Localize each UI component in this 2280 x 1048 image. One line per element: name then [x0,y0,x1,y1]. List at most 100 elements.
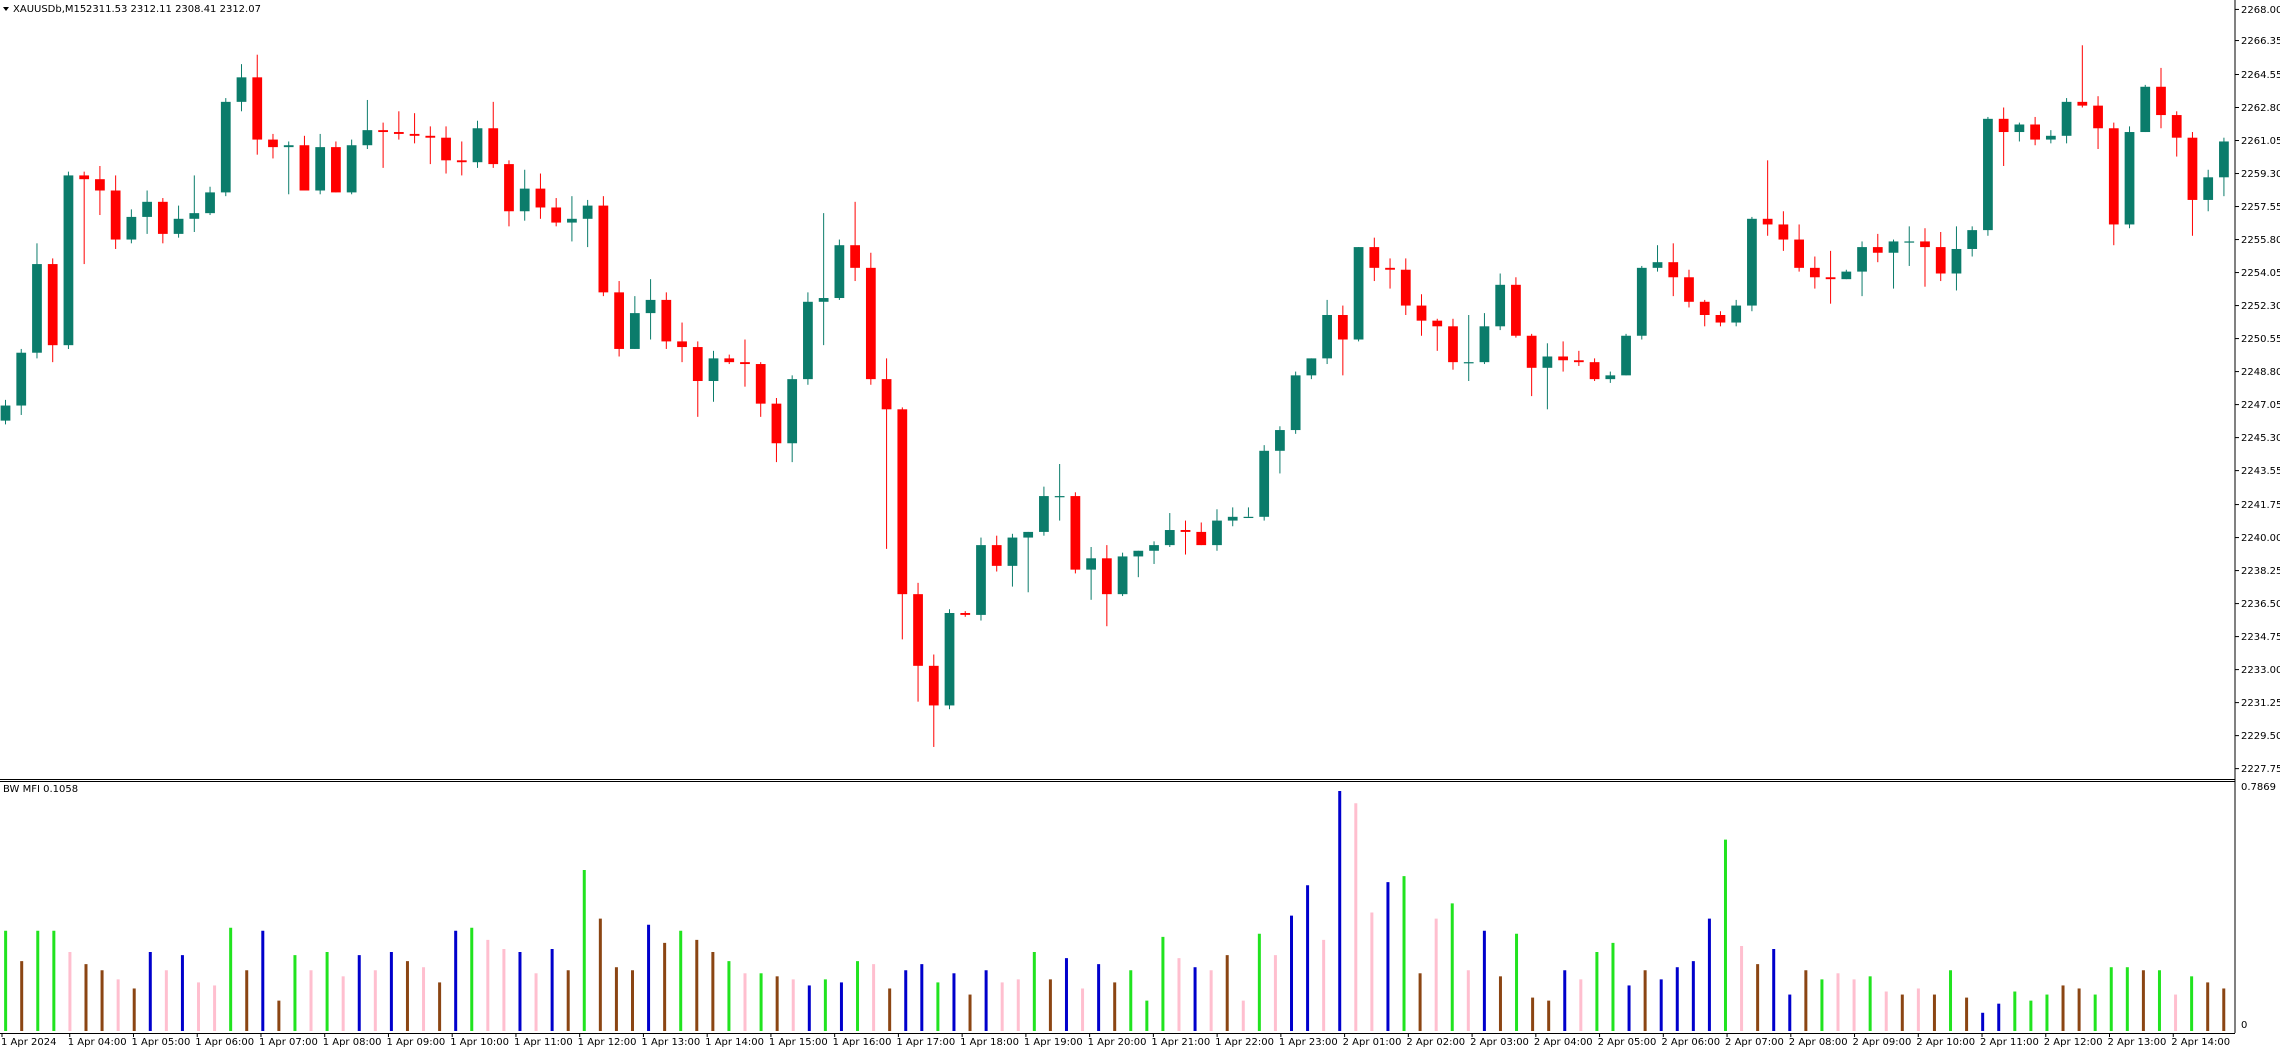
candle[interactable] [692,341,703,417]
candle[interactable] [1825,250,1836,304]
candle[interactable] [897,407,908,640]
candle[interactable] [850,201,860,282]
candle[interactable] [2014,122,2025,142]
candle[interactable] [1101,545,1112,627]
candle[interactable] [629,296,640,349]
price-chart-panel[interactable] [0,45,2229,747]
candle[interactable] [488,101,499,168]
candle[interactable] [1086,546,1096,600]
candle[interactable] [1369,237,1380,282]
candle[interactable] [2219,137,2229,197]
candle[interactable] [1180,520,1191,555]
candle[interactable] [614,281,624,357]
candle[interactable] [1353,247,1364,342]
candle[interactable] [1841,269,1852,280]
candle[interactable] [2108,122,2119,246]
candle[interactable] [2187,132,2198,236]
candle[interactable] [1463,314,1474,382]
candle[interactable] [865,252,876,385]
candle[interactable] [205,186,215,216]
candle[interactable] [378,122,388,168]
candle[interactable] [582,199,593,248]
candle[interactable] [1794,224,1804,272]
candle[interactable] [315,133,326,195]
candle[interactable] [1762,160,1773,236]
candle[interactable] [1998,107,2009,166]
candle[interactable] [1149,541,1159,564]
candle[interactable] [1621,333,1631,376]
candle[interactable] [1306,358,1317,380]
candle[interactable] [755,362,766,417]
candle[interactable] [1164,513,1175,547]
candle[interactable] [661,292,672,349]
candle[interactable] [63,171,74,349]
candle[interactable] [1636,265,1647,340]
candle[interactable] [960,611,971,617]
candle[interactable] [1054,464,1065,521]
candle[interactable] [2045,130,2056,144]
candle[interactable] [1511,277,1521,338]
candle[interactable] [928,654,939,747]
candle[interactable] [1023,531,1034,593]
candle[interactable] [803,292,813,385]
candle[interactable] [991,535,1002,572]
candle[interactable] [1039,486,1049,536]
candle[interactable] [220,98,231,197]
candle[interactable] [142,190,152,234]
candle[interactable] [16,348,27,415]
candle[interactable] [0,399,11,425]
candle[interactable] [1526,333,1537,397]
candle[interactable] [173,205,184,238]
candle[interactable] [1558,341,1568,372]
candle[interactable] [976,537,986,621]
candle[interactable] [1747,216,1757,312]
candle[interactable] [1857,241,1867,297]
candle[interactable] [32,243,42,359]
candle[interactable] [1212,509,1222,551]
candle[interactable] [2171,111,2182,157]
candle[interactable] [2203,169,2214,212]
candle[interactable] [1573,350,1584,366]
candle[interactable] [1416,294,1427,336]
candle[interactable] [519,169,530,221]
candle[interactable] [1605,371,1616,383]
candle[interactable] [834,239,845,300]
candle[interactable] [1589,358,1600,382]
candle[interactable] [2140,84,2151,133]
candle[interactable] [1888,239,1899,289]
candle[interactable] [1967,226,1978,257]
candle[interactable] [1070,492,1081,574]
candle[interactable] [1652,245,1663,272]
candle[interactable] [1872,233,1883,263]
candle[interactable] [1117,552,1128,597]
candle[interactable] [1133,550,1144,578]
candle[interactable] [1904,226,1915,266]
candle[interactable] [1196,522,1207,546]
candle[interactable] [47,258,58,363]
candle[interactable] [881,358,892,549]
candle[interactable] [1322,299,1332,365]
candle[interactable] [1007,533,1018,587]
candle[interactable] [95,165,105,216]
candle[interactable] [268,133,278,159]
candle[interactable] [409,113,420,144]
candle[interactable] [1448,318,1458,370]
candle[interactable] [818,213,829,346]
candle[interactable] [771,397,782,463]
candle[interactable] [441,126,451,174]
candle[interactable] [1400,258,1411,315]
candle[interactable] [724,354,735,365]
candle[interactable] [2030,116,2040,146]
candle[interactable] [535,173,546,219]
candle[interactable] [1495,273,1506,331]
candle[interactable] [2093,96,2103,150]
candle[interactable] [645,279,656,340]
candle[interactable] [1935,232,1946,282]
candle[interactable] [189,175,200,233]
candle[interactable] [1337,305,1348,376]
candle[interactable] [472,120,483,168]
candle[interactable] [1259,445,1270,521]
candle[interactable] [1479,313,1490,365]
candle[interactable] [740,339,750,387]
